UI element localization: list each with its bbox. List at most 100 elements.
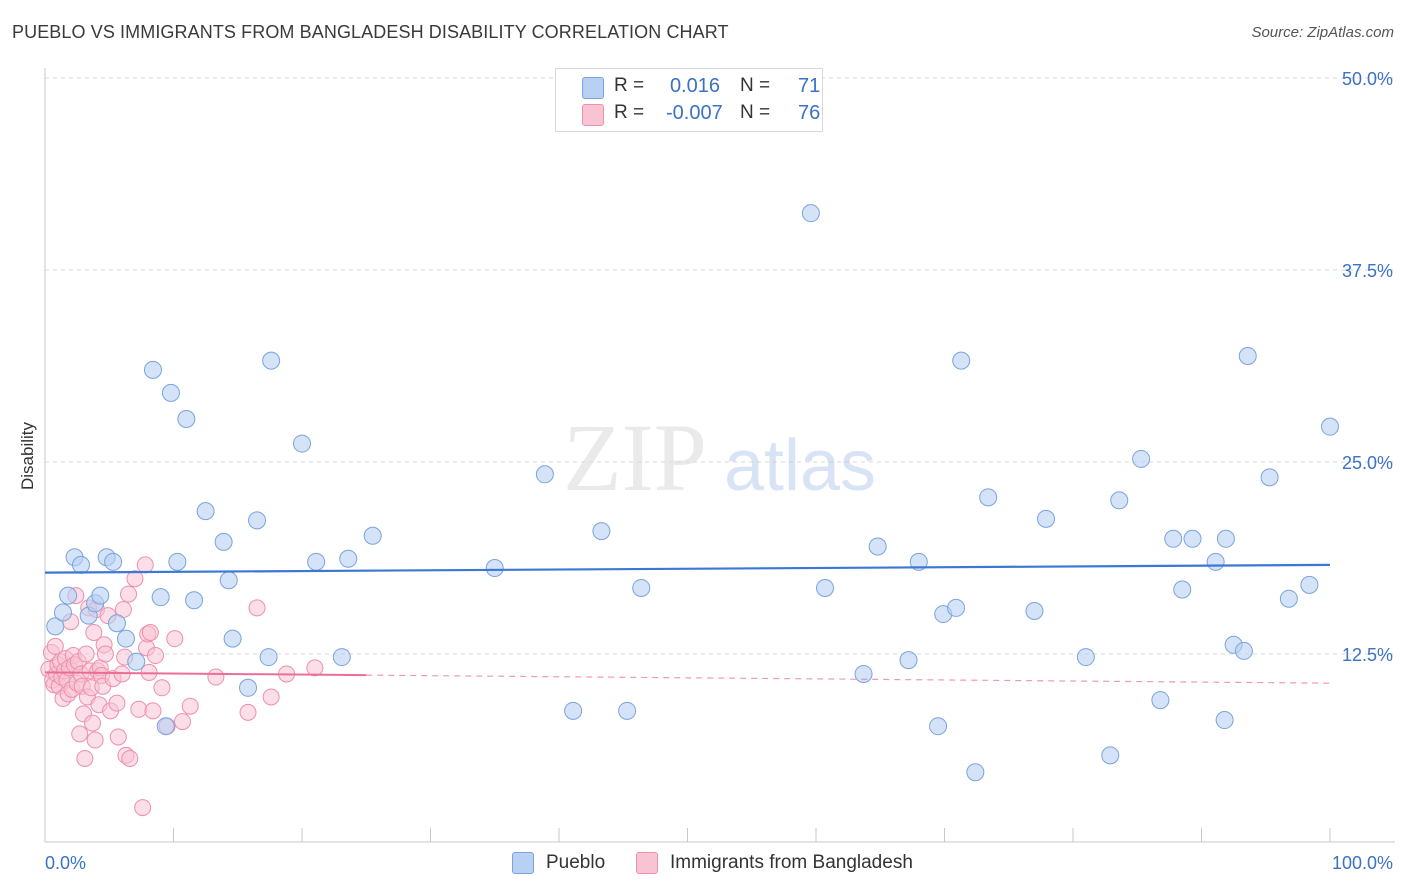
pueblo-point (929, 717, 948, 736)
pueblo-point (363, 526, 382, 545)
pueblo-point (966, 763, 985, 782)
bangladesh-point (136, 556, 154, 574)
pueblo-point (485, 558, 504, 577)
legend-n-label: N = (740, 102, 771, 123)
pueblo-point (899, 651, 918, 670)
source-label: Source: ZipAtlas.com (1251, 24, 1394, 41)
bangladesh-point (181, 697, 199, 715)
bangladesh-point (144, 702, 162, 720)
pueblo-point (952, 351, 971, 370)
chart-title: PUEBLO VS IMMIGRANTS FROM BANGLADESH DIS… (12, 22, 729, 42)
bangladesh-point (96, 645, 114, 663)
pueblo-point (239, 678, 258, 697)
pueblo-point (104, 552, 123, 571)
pueblo-point (339, 549, 358, 568)
pueblo-point (1101, 746, 1120, 765)
pueblo-point (91, 586, 110, 605)
pueblo-point (1321, 417, 1339, 436)
pueblo-point (1183, 529, 1202, 548)
pueblo-point (219, 571, 238, 590)
x-tick-label-min: 0.0% (45, 853, 86, 873)
y-tick-label: 25.0% (1342, 453, 1393, 473)
pueblo-point (1279, 589, 1298, 608)
legend: R = 0.016 N = 71 R = -0.007 N = 76 (555, 68, 823, 132)
legend-swatch-bangladesh (582, 104, 604, 126)
pueblo-point (223, 629, 242, 648)
legend-r-label: R = (614, 75, 645, 96)
pueblo-point (53, 603, 72, 622)
pueblo-point (979, 488, 998, 507)
pueblo-point (868, 537, 887, 556)
bangladesh-point (76, 749, 94, 767)
bangladesh-points (40, 556, 324, 817)
bangladesh-point (153, 679, 171, 697)
bangladesh-trend-line (44, 671, 367, 677)
pueblo-point (1164, 529, 1183, 548)
pueblo-point (1173, 580, 1192, 599)
bangladesh-point (86, 731, 104, 749)
watermark-zip: ZIP (563, 404, 707, 511)
y-tick-label: 50.0% (1342, 69, 1393, 89)
x-tick-label-max: 100.0% (1332, 853, 1393, 873)
bangladesh-point (71, 725, 89, 743)
x-tick-labels: 0.0% 100.0% (45, 853, 1393, 873)
pueblo-point (854, 664, 873, 683)
pueblo-point (196, 502, 215, 521)
legend-row-bangladesh: R = -0.007 N = 76 (582, 102, 820, 126)
bangladesh-point (120, 585, 138, 603)
bottom-legend: Pueblo Immigrants from Bangladesh (0, 852, 1406, 878)
legend-r-label: R = (614, 102, 645, 123)
bangladesh-point (248, 599, 266, 617)
pueblo-point (1025, 601, 1044, 620)
pueblo-point (1300, 575, 1319, 594)
pueblo-point (168, 552, 187, 571)
y-axis-label: Disability (18, 421, 37, 491)
bangladesh-point (306, 659, 324, 677)
bangladesh-point (141, 623, 159, 641)
pueblo-point (156, 717, 175, 736)
pueblo-point (1076, 648, 1095, 667)
bangladesh-point (46, 637, 64, 655)
bangladesh-point (126, 570, 144, 588)
pueblo-point (46, 617, 65, 636)
pueblo-point (1238, 347, 1257, 366)
bangladesh-point (207, 668, 225, 686)
pueblo-point (801, 204, 820, 223)
pueblo-point (592, 522, 611, 541)
bangladesh-trend-line-extension (366, 674, 1331, 684)
legend-pueblo-r: 0.016 (669, 75, 720, 97)
pueblo-point (59, 586, 78, 605)
pueblo-point (1215, 711, 1234, 730)
bottom-legend-pueblo: Pueblo (512, 852, 605, 874)
pueblo-point (815, 578, 834, 597)
bangladesh-point (239, 703, 257, 721)
legend-bangladesh-n: 76 (798, 102, 821, 124)
pueblo-point (535, 465, 554, 484)
pueblo-point (632, 578, 651, 597)
pueblo-point (116, 629, 135, 648)
pueblo-point (259, 648, 278, 667)
bangladesh-point (134, 799, 152, 817)
legend-row-pueblo: R = 0.016 N = 71 (582, 75, 820, 99)
bangladesh-point (121, 749, 139, 767)
watermark: ZIP atlas (563, 404, 876, 511)
y-tick-label: 37.5% (1342, 261, 1393, 281)
pueblo-point (214, 532, 233, 551)
pueblo-point (1132, 449, 1151, 468)
y-tick-label: 12.5% (1342, 645, 1393, 665)
pueblo-point (177, 409, 196, 428)
pueblo-point (1206, 552, 1225, 571)
pueblo-point (1110, 491, 1129, 510)
pueblo-point (1151, 691, 1170, 710)
pueblo-point (909, 552, 928, 571)
pueblo-trend-line (44, 563, 1331, 574)
bangladesh-point (85, 623, 103, 641)
bangladesh-point (108, 694, 126, 712)
bottom-legend-bangladesh: Immigrants from Bangladesh (636, 852, 913, 874)
bangladesh-point (173, 713, 191, 731)
pueblo-point (185, 591, 204, 610)
pueblo-point (71, 555, 90, 574)
pueblo-point (262, 351, 281, 370)
pueblo-point (307, 552, 326, 571)
